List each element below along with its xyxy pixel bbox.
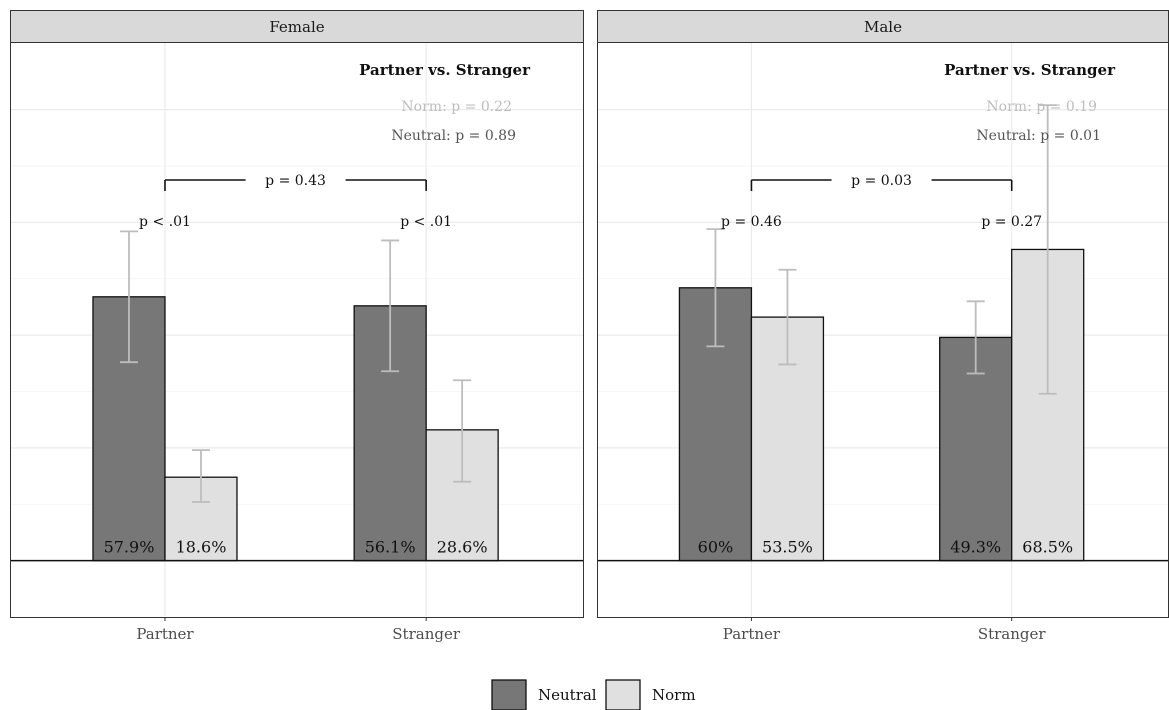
bar-data-label: 56.1% bbox=[365, 538, 416, 557]
comparison-bracket: p = 0.03 bbox=[750, 173, 1013, 191]
bar-data-label: 53.5% bbox=[762, 538, 813, 557]
bar-neutral-stranger bbox=[939, 336, 1013, 562]
errorbar-neutral-partner bbox=[706, 228, 725, 348]
bar-data-label: 60% bbox=[698, 538, 734, 557]
bracket-p-label: p = 0.43 bbox=[265, 173, 326, 189]
pair-p-label: p = 0.46 bbox=[721, 214, 782, 230]
errorbar-neutral-partner bbox=[119, 230, 138, 364]
errorbar-norm-partner bbox=[191, 449, 210, 503]
bar-data-label: 18.6% bbox=[176, 538, 227, 557]
bracket-p-label: p = 0.03 bbox=[851, 173, 912, 189]
panel-strip bbox=[597, 10, 1169, 43]
x-tick-label: Stranger bbox=[392, 625, 461, 643]
legend-label: Neutral bbox=[538, 686, 597, 704]
annotation-title: Partner vs. Stranger bbox=[944, 61, 1116, 79]
annotation-norm: Norm: p = 0.22 bbox=[401, 99, 512, 115]
x-tick-label: Partner bbox=[723, 625, 781, 643]
bar-data-label: 49.3% bbox=[950, 538, 1001, 557]
errorbar-norm-stranger bbox=[1038, 104, 1057, 395]
legend-label: Norm bbox=[652, 686, 696, 704]
legend-swatch-neutral bbox=[491, 679, 527, 710]
comparison-bracket: p = 0.43 bbox=[164, 173, 427, 191]
chart-panels: Female 57.9% 18.6% p < .01 Partner 56.1% 28.6%… bbox=[10, 10, 1169, 643]
errorbar-neutral-stranger bbox=[381, 239, 400, 373]
panel-title: Female bbox=[269, 18, 324, 36]
annotation-neutral: Neutral: p = 0.89 bbox=[391, 128, 516, 144]
legend: Neutral Norm bbox=[491, 679, 696, 710]
errorbar-norm-partner bbox=[778, 268, 797, 366]
panel-female: Female 57.9% 18.6% p < .01 Partner 56.1% 28.6%… bbox=[10, 10, 584, 643]
pair-p-label: p < .01 bbox=[400, 214, 452, 230]
bar-data-label: 68.5% bbox=[1022, 538, 1073, 557]
annotation-title: Partner vs. Stranger bbox=[359, 61, 531, 79]
annotation-norm: Norm: p = 0.19 bbox=[986, 99, 1097, 115]
panel-male: Male 60% 53.5% p = 0.46 Partner 49.3% 68.5% p =… bbox=[597, 10, 1169, 643]
errorbar-neutral-stranger bbox=[966, 300, 985, 375]
x-tick-label: Partner bbox=[136, 625, 194, 643]
pair-p-label: p < .01 bbox=[139, 214, 191, 230]
legend-entry-neutral: Neutral bbox=[491, 679, 597, 710]
legend-entry-norm: Norm bbox=[605, 679, 696, 710]
legend-swatch-norm bbox=[605, 679, 641, 710]
bar-data-label: 28.6% bbox=[437, 538, 488, 557]
panel-strip bbox=[10, 10, 584, 43]
errorbar-norm-stranger bbox=[453, 379, 472, 483]
bar-data-label: 57.9% bbox=[104, 538, 155, 557]
pair-p-label: p = 0.27 bbox=[981, 214, 1042, 230]
panel-title: Male bbox=[864, 18, 902, 36]
x-tick-label: Stranger bbox=[978, 625, 1047, 643]
annotation-neutral: Neutral: p = 0.01 bbox=[976, 128, 1101, 144]
